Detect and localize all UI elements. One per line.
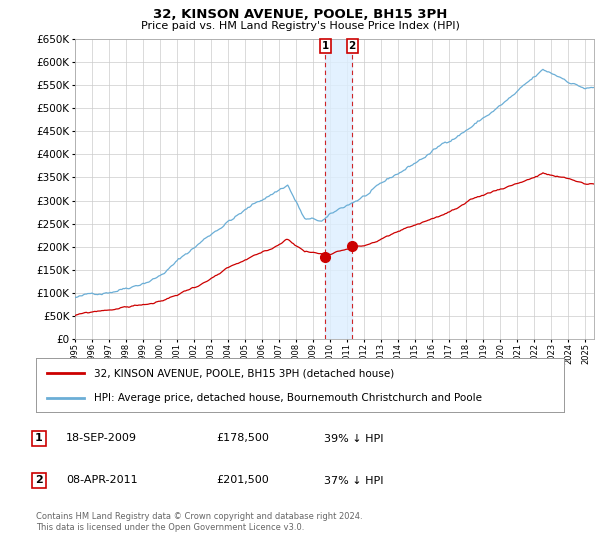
Text: Contains HM Land Registry data © Crown copyright and database right 2024.
This d: Contains HM Land Registry data © Crown c…: [36, 512, 362, 532]
Text: 1: 1: [35, 433, 43, 444]
Text: £178,500: £178,500: [216, 433, 269, 444]
Text: 39% ↓ HPI: 39% ↓ HPI: [324, 433, 383, 444]
Text: Price paid vs. HM Land Registry's House Price Index (HPI): Price paid vs. HM Land Registry's House …: [140, 21, 460, 31]
Text: 32, KINSON AVENUE, POOLE, BH15 3PH (detached house): 32, KINSON AVENUE, POOLE, BH15 3PH (deta…: [94, 368, 394, 379]
Bar: [325, 39, 352, 339]
Text: 18-SEP-2009: 18-SEP-2009: [66, 433, 137, 444]
Text: 08-APR-2011: 08-APR-2011: [66, 475, 137, 486]
Text: HPI: Average price, detached house, Bournemouth Christchurch and Poole: HPI: Average price, detached house, Bour…: [94, 393, 482, 403]
Text: £201,500: £201,500: [216, 475, 269, 486]
Text: 2: 2: [35, 475, 43, 486]
Text: 2: 2: [349, 41, 356, 51]
Text: 32, KINSON AVENUE, POOLE, BH15 3PH: 32, KINSON AVENUE, POOLE, BH15 3PH: [153, 8, 447, 21]
Text: 37% ↓ HPI: 37% ↓ HPI: [324, 475, 383, 486]
Text: 1: 1: [322, 41, 329, 51]
